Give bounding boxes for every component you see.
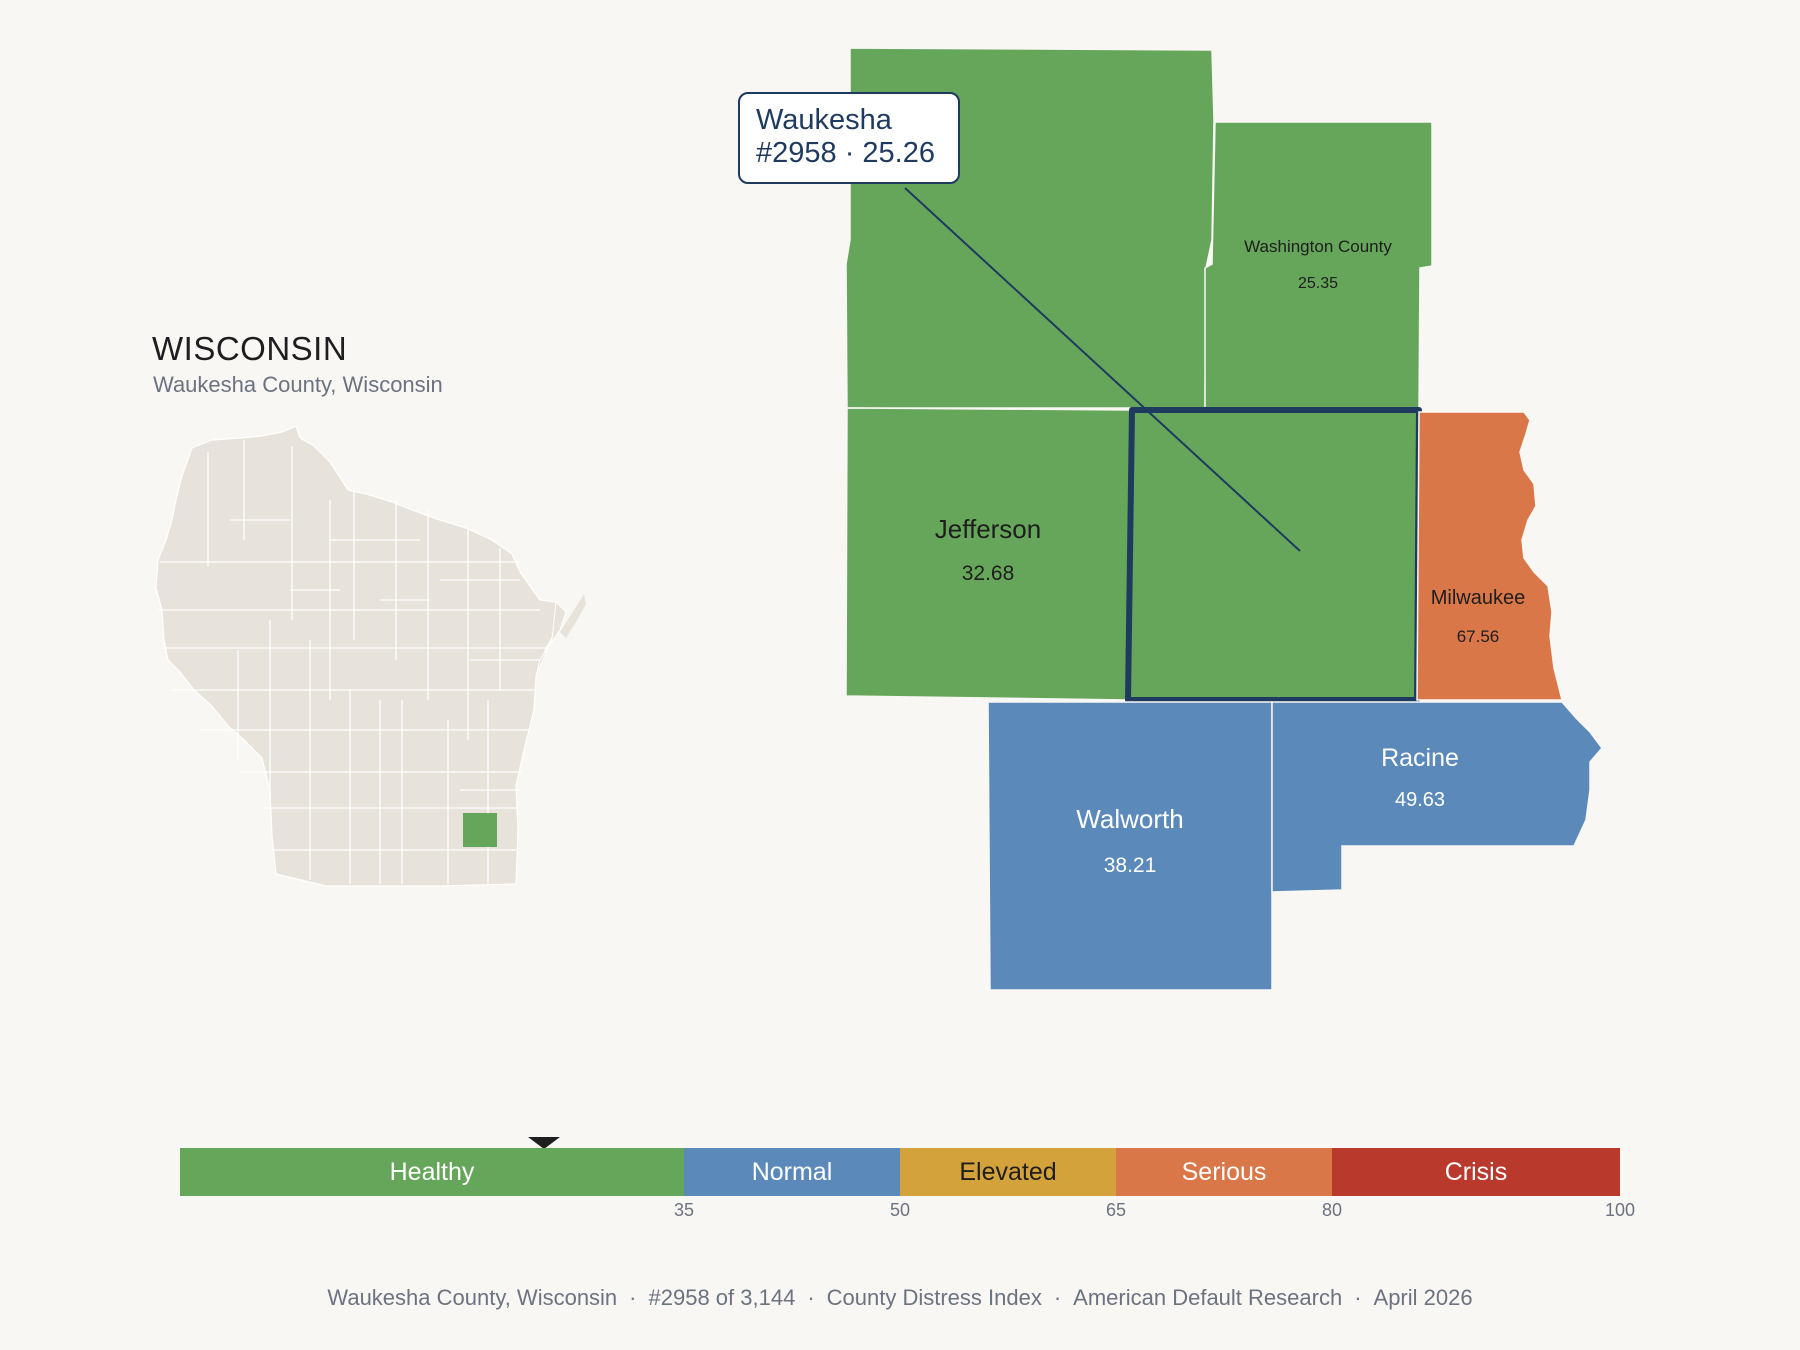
legend-segment-serious: Serious <box>1116 1148 1332 1196</box>
legend-tick-50: 50 <box>889 1200 911 1220</box>
legend-segment-elevated: Elevated <box>900 1148 1116 1196</box>
legend-tick-35: 35 <box>673 1200 695 1220</box>
callout-county-name: Waukesha <box>756 104 892 136</box>
callout-rank-value: #2958 · 25.26 <box>756 137 935 169</box>
legend-marker-icon <box>527 1137 560 1149</box>
county-jefferson[interactable] <box>845 407 1133 701</box>
walworth-value: 38.21 <box>1104 854 1157 877</box>
footer-separator: · <box>1053 1285 1062 1310</box>
footer-date: April 2026 <box>1373 1285 1473 1310</box>
footer-index: County Distress Index <box>826 1285 1042 1310</box>
legend-tick-65: 65 <box>1105 1200 1127 1220</box>
footer-source: American Default Research <box>1073 1285 1343 1310</box>
jefferson-value: 32.68 <box>962 562 1015 585</box>
racine-value: 49.63 <box>1395 789 1445 811</box>
state-subtitle: Waukesha County, Wisconsin <box>153 372 443 397</box>
peninsula-tip <box>560 594 586 638</box>
legend-segment-crisis: Crisis <box>1332 1148 1620 1196</box>
legend-segment-healthy: Healthy <box>180 1148 684 1196</box>
footer-credits: Waukesha County, Wisconsin · #2958 of 3,14… <box>0 1285 1800 1311</box>
footer-location: Waukesha County, Wisconsin <box>327 1285 618 1310</box>
legend-segment-normal: Normal <box>684 1148 900 1196</box>
footer-separator: · <box>807 1285 815 1310</box>
county-racine[interactable] <box>1271 701 1603 893</box>
state-highlight-waukesha <box>463 813 497 847</box>
state-county-boundaries <box>158 440 548 884</box>
racine-name: Racine <box>1381 744 1459 772</box>
county-waukesha[interactable] <box>1125 407 1422 703</box>
washington-name: Washington County <box>1244 237 1392 256</box>
milwaukee-value: 67.56 <box>1457 627 1500 646</box>
walworth-name: Walworth <box>1076 804 1183 834</box>
legend-tick-100: 100 <box>1604 1200 1636 1220</box>
washington-value: 25.35 <box>1298 275 1338 292</box>
county-milwaukee[interactable] <box>1416 411 1563 701</box>
legend-bar: Healthy Normal Elevated Serious Crisis 3… <box>180 1148 1635 1220</box>
jefferson-name: Jefferson <box>935 514 1041 544</box>
callout-leader-line <box>904 187 1301 552</box>
door-peninsula <box>535 600 567 677</box>
footer-rank: #2958 of 3,144 <box>648 1285 796 1310</box>
legend-tick-80: 80 <box>1321 1200 1343 1220</box>
footer-separator: · <box>1354 1285 1362 1310</box>
county-washington[interactable] <box>1204 121 1433 411</box>
county-walworth[interactable] <box>987 701 1273 991</box>
focus-callout: Waukesha #2958 · 25.26 <box>738 92 960 184</box>
milwaukee-name: Milwaukee <box>1431 587 1525 609</box>
state-title: WISCONSIN <box>152 330 348 367</box>
footer-separator: · <box>629 1285 637 1310</box>
